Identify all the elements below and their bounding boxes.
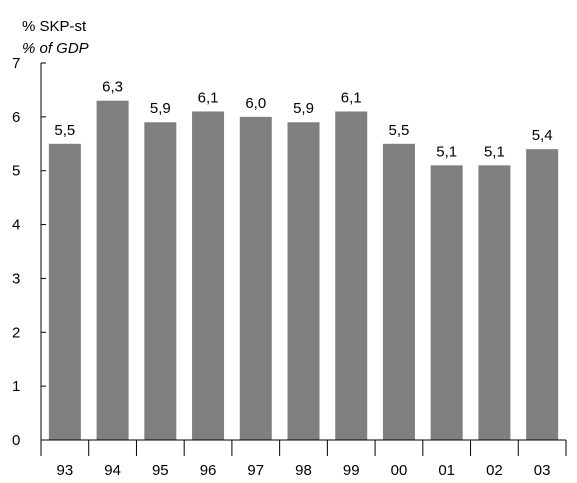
data-label: 5,1	[436, 143, 457, 160]
y-tick-label: 2	[12, 324, 20, 341]
y-axis-label: % SKP-st	[22, 18, 87, 35]
bar	[192, 111, 225, 440]
data-label: 5,9	[293, 100, 314, 117]
bar	[287, 122, 320, 440]
y-tick-label: 6	[12, 109, 20, 126]
x-tick-label: 94	[104, 462, 121, 479]
y-tick-label: 1	[12, 378, 20, 395]
x-tick-label: 98	[295, 462, 312, 479]
x-tick-label: 93	[57, 462, 74, 479]
data-label: 5,5	[54, 122, 75, 139]
data-label: 6,1	[198, 89, 219, 106]
x-tick-label: 95	[152, 462, 169, 479]
x-tick-label: 97	[247, 462, 264, 479]
x-tick-label: 96	[200, 462, 217, 479]
bar	[144, 122, 177, 440]
bar	[239, 116, 272, 440]
data-label: 5,9	[150, 100, 171, 117]
bar	[430, 165, 463, 441]
x-tick-label: 03	[534, 462, 551, 479]
data-label: 6,1	[341, 89, 362, 106]
x-tick-label: 01	[438, 462, 455, 479]
data-label: 5,1	[484, 143, 505, 160]
y-tick-label: 5	[12, 163, 20, 180]
x-tick-label: 00	[391, 462, 408, 479]
bar	[96, 100, 129, 440]
data-label: 6,0	[245, 95, 266, 112]
x-tick-label: 99	[343, 462, 360, 479]
y-tick-label: 0	[12, 432, 20, 449]
bar	[335, 111, 368, 440]
y-tick-label: 3	[12, 270, 20, 287]
bar	[526, 149, 559, 440]
bar	[478, 165, 511, 441]
data-label: 6,3	[102, 79, 123, 96]
y-tick-label: 7	[12, 55, 20, 72]
data-label: 5,5	[389, 122, 410, 139]
y-axis: 0 1 2 3 4 5 6 7	[12, 55, 46, 449]
y-tick-label: 4	[12, 217, 20, 234]
bars: 5,5 6,3 5,9 6,1 6,0 5,9 6,1 5,5 5,1 5,1 5,4	[48, 79, 559, 441]
x-tick-label: 02	[486, 462, 503, 479]
data-label: 5,4	[532, 127, 553, 144]
bar	[48, 143, 81, 441]
bar	[382, 143, 415, 441]
y-axis-label-translation: % of GDP	[22, 40, 89, 57]
x-axis: 93 94 95 96 97 98 99 00 01 02 03	[40, 439, 567, 479]
